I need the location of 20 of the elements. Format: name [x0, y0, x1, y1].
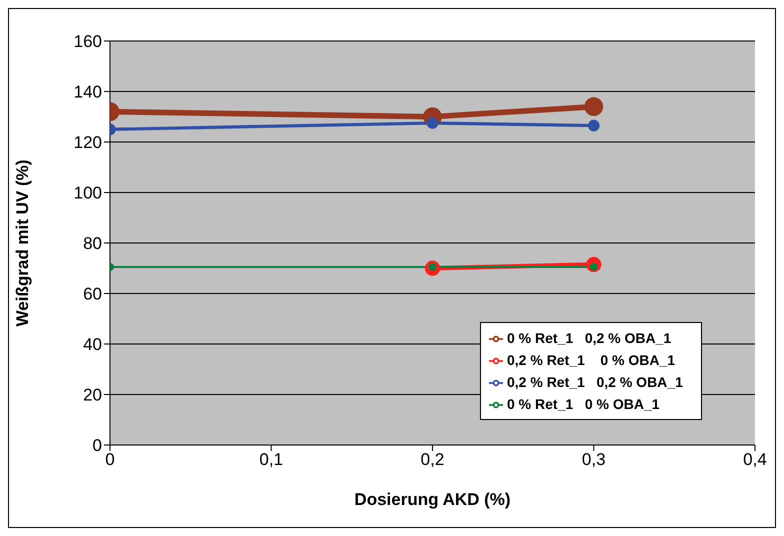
- y-tick-label: 60: [83, 284, 102, 304]
- x-tick-label: 0,3: [582, 450, 606, 470]
- y-tick-label: 80: [83, 234, 102, 254]
- y-axis-title: Weißgrad mit UV (%): [13, 160, 32, 326]
- x-tick-label: 0,2: [420, 450, 444, 470]
- x-tick-label: 0,4: [743, 450, 767, 470]
- x-axis-title: Dosierung AKD (%): [354, 490, 511, 509]
- legend-label: 0,2 % Ret_1 0,2 % OBA_1: [507, 374, 683, 390]
- y-tick-label: 100: [74, 184, 102, 203]
- y-tick-label: 160: [74, 32, 102, 52]
- x-tick-label: 0: [105, 450, 115, 470]
- y-tick-label: 120: [74, 133, 102, 152]
- y-tick-label: 0: [92, 436, 102, 456]
- legend-label: 0 % Ret_1 0,2 % OBA_1: [507, 330, 672, 346]
- x-tick-label: 0,1: [259, 450, 284, 470]
- legend-label: 0,2 % Ret_1 0 % OBA_1: [507, 352, 676, 368]
- legend-label: 0 % Ret_1 0 % OBA_1: [507, 396, 660, 412]
- y-tick-label: 140: [74, 82, 102, 102]
- y-tick-label: 20: [83, 386, 102, 405]
- y-tick-label: 40: [83, 335, 102, 354]
